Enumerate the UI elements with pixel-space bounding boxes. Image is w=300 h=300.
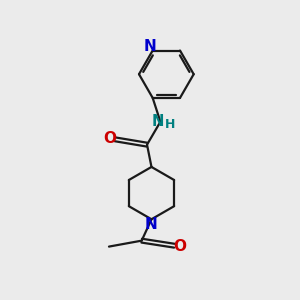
Text: N: N	[145, 217, 157, 232]
Text: N: N	[152, 114, 164, 129]
Text: N: N	[144, 39, 157, 54]
Text: H: H	[165, 118, 175, 130]
Text: O: O	[103, 130, 116, 146]
Text: O: O	[173, 239, 187, 254]
